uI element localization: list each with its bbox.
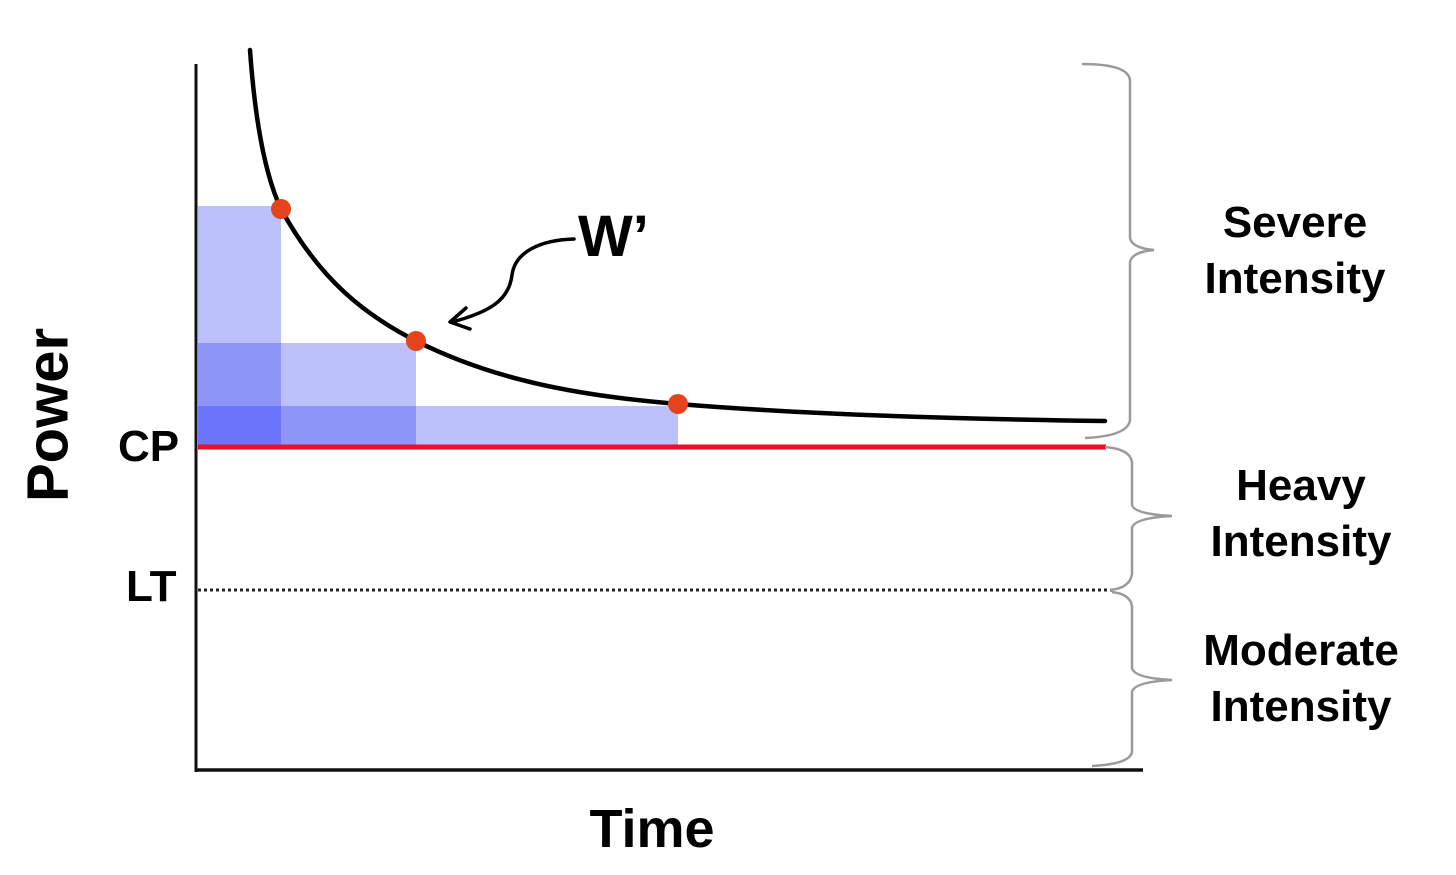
arrow-head-icon — [448, 306, 472, 331]
curve-point-2 — [406, 331, 426, 351]
y-axis-label: Power — [15, 327, 81, 503]
zone-moderate: Moderate Intensity — [1166, 623, 1436, 735]
zone-moderate-line2: Intensity — [1210, 682, 1392, 731]
x-axis-label: Time — [589, 799, 715, 859]
cp-label: CP — [118, 422, 180, 471]
curve-point-3 — [668, 394, 688, 414]
power-duration-curve — [247, 47, 1108, 424]
w-prime-arrow — [450, 237, 576, 324]
zone-moderate-line1: Moderate — [1203, 626, 1399, 675]
brace-severe — [1081, 62, 1155, 440]
curve-point-1 — [271, 199, 291, 219]
zone-severe-line2: Intensity — [1204, 254, 1386, 303]
w-prime-label: W’ — [578, 204, 649, 269]
zone-heavy-line2: Intensity — [1210, 517, 1392, 566]
zone-severe: Severe Intensity — [1170, 195, 1420, 307]
zone-heavy: Heavy Intensity — [1176, 458, 1426, 570]
brace-moderate — [1091, 590, 1173, 768]
lt-label: LT — [126, 562, 177, 611]
zone-heavy-line1: Heavy — [1236, 461, 1366, 510]
w-prime-area — [198, 206, 678, 447]
brace-heavy — [1104, 445, 1173, 592]
zone-severe-line1: Severe — [1222, 198, 1368, 247]
